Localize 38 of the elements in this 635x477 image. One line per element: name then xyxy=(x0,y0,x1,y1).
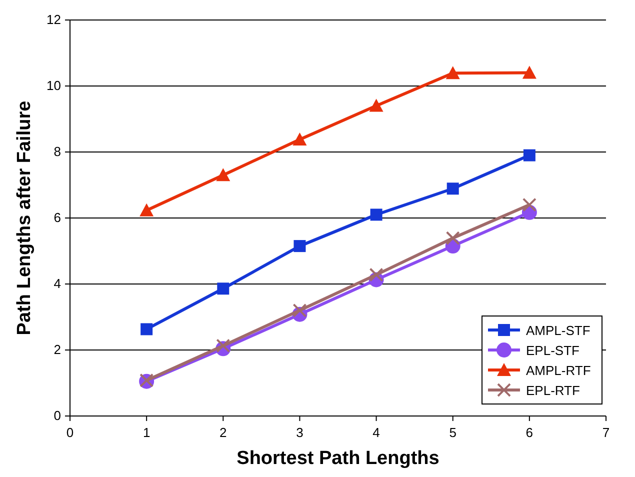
legend-label: AMPL-STF xyxy=(526,323,590,338)
y-tick-label: 6 xyxy=(54,210,61,225)
point xyxy=(292,132,307,146)
y-axis-title: Path Lengths after Failure xyxy=(14,100,35,336)
legend-label: EPL-STF xyxy=(526,343,580,358)
x-tick-label: 0 xyxy=(66,425,74,440)
point xyxy=(369,268,384,282)
x-axis-title: Shortest Path Lengths xyxy=(236,448,440,469)
legend-label: AMPL-RTF xyxy=(526,363,591,378)
x-tick-label: 7 xyxy=(602,425,610,440)
y-tick-label: 4 xyxy=(54,276,61,291)
x-tick-label: 5 xyxy=(449,425,456,440)
x-tick-label: 3 xyxy=(296,425,304,440)
x-tick-label: 6 xyxy=(526,425,534,440)
point xyxy=(292,303,307,318)
point xyxy=(522,66,536,79)
y-tick-label: 12 xyxy=(46,12,61,27)
x-tick-label: 2 xyxy=(220,425,227,440)
point xyxy=(140,323,153,336)
point xyxy=(446,66,460,80)
point xyxy=(446,182,459,195)
y-tick-label: 10 xyxy=(46,78,61,93)
y-tick-label: 2 xyxy=(54,342,61,357)
legend-label: EPL-RTF xyxy=(526,383,580,398)
x-tick-label: 4 xyxy=(372,425,380,440)
x-tick-label: 1 xyxy=(142,425,150,440)
point xyxy=(369,98,384,112)
y-tick-label: 0 xyxy=(54,408,61,423)
point xyxy=(216,338,230,353)
point xyxy=(523,149,536,162)
point xyxy=(522,198,536,212)
point xyxy=(294,240,306,252)
point xyxy=(370,208,382,221)
point xyxy=(446,231,460,246)
point xyxy=(140,203,154,216)
point xyxy=(216,168,230,182)
y-tick-label: 8 xyxy=(54,144,61,159)
point xyxy=(217,282,230,295)
